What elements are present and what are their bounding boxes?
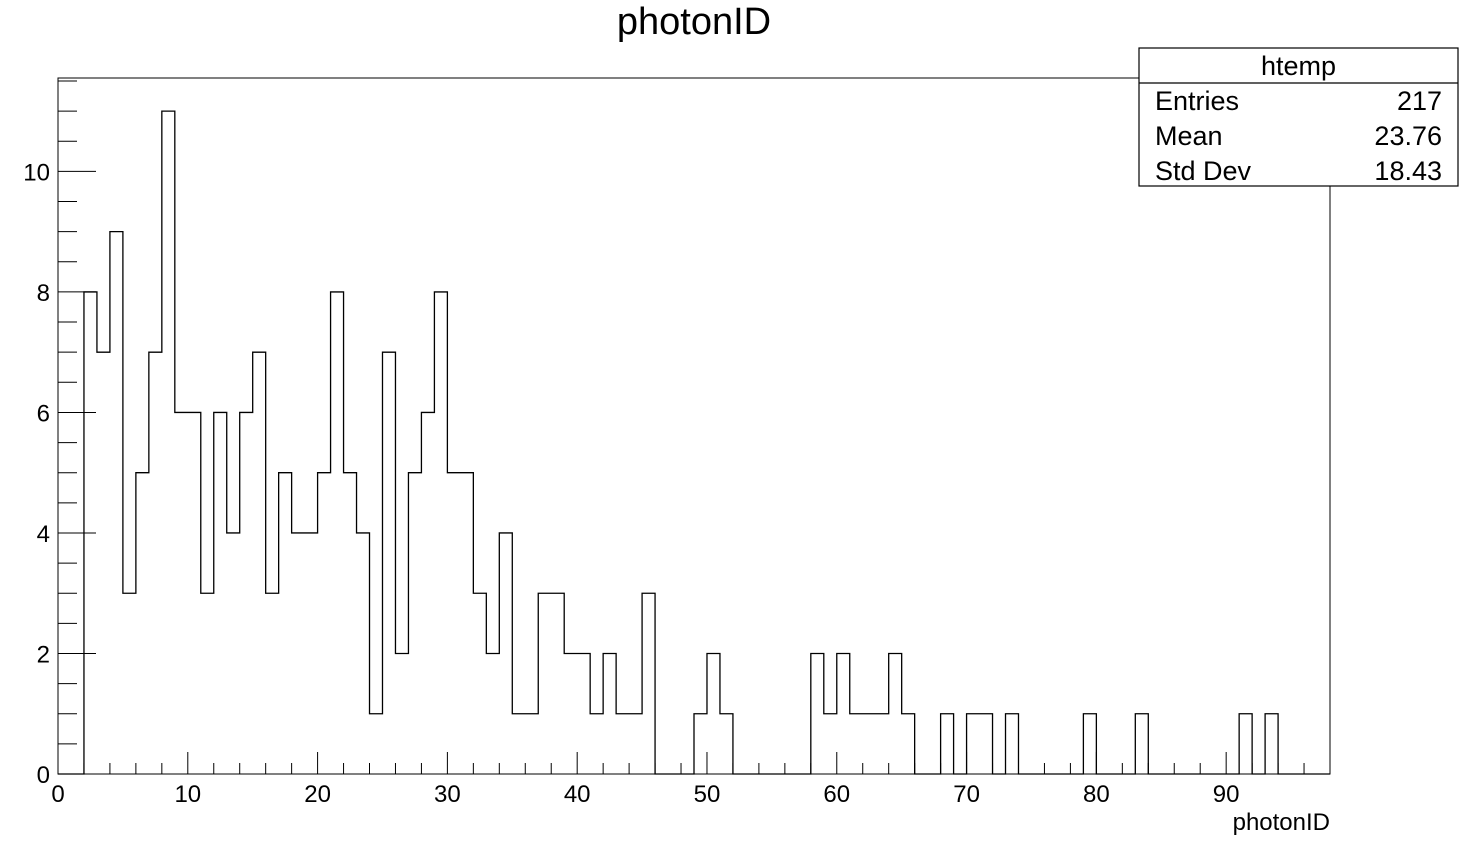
histogram-bin [370,714,383,774]
histogram-bin [188,412,201,774]
axes: 0 10 20 30 40 50 60 70 80 90 0 2 4 6 8 10 [23,77,1331,808]
histogram-bin [811,653,824,774]
histogram-bin [551,593,564,774]
y-tick-label: 4 [37,521,50,548]
histogram-bin [980,714,993,774]
histogram-bin [279,473,292,774]
x-axis-title: photonID [1233,809,1330,836]
histogram-bin [253,352,266,774]
histogram-bin [357,533,370,774]
histogram-bin [824,714,837,774]
histogram-bin [512,714,525,774]
histogram-bin [525,714,538,774]
x-tick-label: 50 [694,781,721,808]
histogram-bin [694,714,707,774]
stats-row-value: 18.43 [1374,156,1442,186]
stats-box-name: htemp [1261,51,1336,81]
histogram-bin [577,653,590,774]
histogram-bin [707,653,720,774]
histogram-bin [227,533,240,774]
histogram-bin [616,714,629,774]
histogram-bin [460,473,473,774]
histogram-bin [486,653,499,774]
histogram-bin [201,593,214,774]
histogram-bin [538,593,551,774]
stats-row-label: Std Dev [1155,156,1252,186]
histogram-bin [84,292,97,774]
histogram-bin [889,653,902,774]
histogram-bin [876,714,889,774]
histogram-bin [97,352,110,774]
histogram-bin [305,533,318,774]
stats-row-value: 23.76 [1374,121,1442,151]
histogram-bin [266,593,279,774]
histogram-bin [850,714,863,774]
histogram-bin [344,473,357,774]
histogram-bin [149,352,162,774]
histogram-bin [499,533,512,774]
stats-box-frame [1138,47,1459,187]
y-tick-label: 6 [37,400,50,427]
y-tick-label: 10 [23,159,50,186]
histogram-bin [292,533,305,774]
histogram-bin [1006,714,1019,774]
x-tick-label: 90 [1213,781,1240,808]
histogram-bin [214,412,227,774]
histogram-bin [408,473,421,774]
y-tick-label: 2 [37,641,50,668]
histogram-bin [162,111,175,774]
histogram-bin [240,412,253,774]
histogram-bin [902,714,915,774]
x-tick-label: 20 [304,781,331,808]
stats-row-value: 217 [1397,86,1442,116]
x-tick-label: 40 [564,781,591,808]
stats-row-label: Entries [1155,86,1239,116]
histogram-bin [1135,714,1148,774]
histogram-bin [1239,714,1252,774]
histogram-bin [136,473,149,774]
histogram-bin [720,714,733,774]
histogram-bin [564,653,577,774]
x-tick-label: 70 [953,781,980,808]
x-tick-label: 10 [174,781,201,808]
histogram-bin [629,714,642,774]
x-tick-label: 30 [434,781,461,808]
x-tick-label: 80 [1083,781,1110,808]
histogram-outline [58,110,1330,775]
histogram-bin [395,653,408,774]
y-tick-label: 8 [37,280,50,307]
histogram-bin [590,714,603,774]
histogram-bin [175,412,188,774]
stats-box: htemp Entries 217 Mean 23.76 Std Dev 18.43 [1138,47,1459,187]
x-tick-label: 60 [823,781,850,808]
histogram-bin [863,714,876,774]
histogram-bin [421,412,434,774]
histogram-bin [1083,714,1096,774]
chart-title: photonID [617,1,771,43]
histogram-bin [382,352,395,774]
histogram-bin [941,714,954,774]
histogram-bin [447,473,460,774]
x-tick-label: 0 [51,781,64,808]
stats-row-label: Mean [1155,121,1223,151]
histogram-bin [642,593,655,774]
histogram-bin [110,232,123,774]
histogram-bin [331,292,344,774]
histogram-layer [58,110,1330,775]
histogram-bin [1265,714,1278,774]
histogram-bin [967,714,980,774]
histogram-bin [603,653,616,774]
y-tick-label: 0 [37,762,50,789]
histogram-bin [473,593,486,774]
histogram-bin [837,653,850,774]
histogram-bin [434,292,447,774]
histogram-bin [318,473,331,774]
histogram-bin [123,593,136,774]
